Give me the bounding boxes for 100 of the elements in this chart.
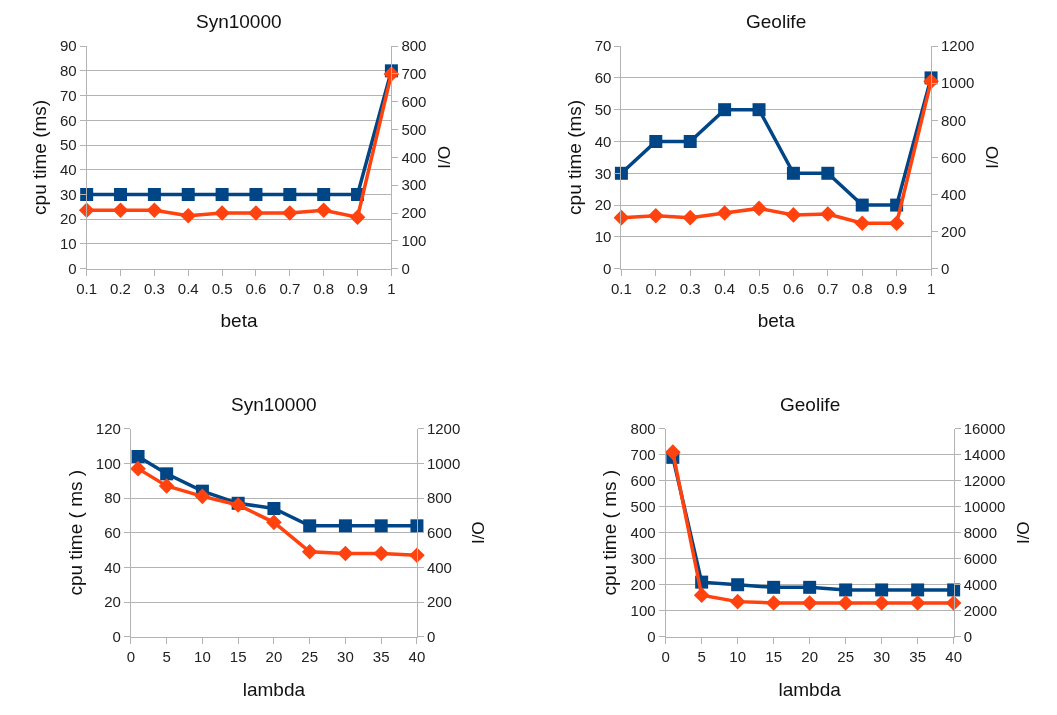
point xyxy=(765,595,782,611)
x-tick-label: 0.5 xyxy=(748,279,770,297)
x-tick-label: 0.3 xyxy=(143,279,165,297)
point xyxy=(158,478,175,494)
point xyxy=(214,205,230,221)
y-tick-label: 50 xyxy=(594,100,612,118)
point xyxy=(873,595,890,611)
point xyxy=(767,580,781,594)
x-axis-title: lambda xyxy=(778,678,842,700)
y2-tick-label: 400 xyxy=(401,148,427,166)
y2-tick-label: 16000 xyxy=(963,420,1006,438)
y2-tick-label: 10000 xyxy=(963,498,1006,516)
point xyxy=(160,467,174,481)
y-tick-label: 600 xyxy=(630,472,656,490)
y-tick-label: 20 xyxy=(59,210,77,228)
y2-tick-label: 0 xyxy=(426,627,436,645)
point xyxy=(374,519,388,533)
y-tick-label: 70 xyxy=(59,86,77,104)
point xyxy=(665,444,681,460)
x-tick-label: 15 xyxy=(229,647,247,665)
y2-tick-label: 1200 xyxy=(941,37,975,55)
x-tick-label: 40 xyxy=(945,647,962,665)
y-tick-label: 500 xyxy=(630,498,656,516)
x-tick-label: 30 xyxy=(873,647,890,665)
x-tick-label: 0.9 xyxy=(347,279,368,297)
x-tick-label: 0.6 xyxy=(245,279,267,297)
y-tick-label: 0 xyxy=(112,627,121,645)
point xyxy=(945,595,962,611)
point xyxy=(410,519,424,533)
y2-tick-label: 200 xyxy=(941,222,967,240)
y2-tick-label: 1000 xyxy=(941,74,975,92)
x-tick-label: 0.8 xyxy=(313,279,335,297)
y2-tick-label: 800 xyxy=(401,37,427,55)
x-tick-label: 15 xyxy=(765,647,782,665)
y2-tick-label: 4000 xyxy=(963,575,998,593)
point xyxy=(649,134,663,148)
y-tick-label: 80 xyxy=(59,62,77,80)
x-tick-label: 0.7 xyxy=(279,279,301,297)
y-tick-label: 100 xyxy=(95,454,121,472)
x-tick-label: 0.8 xyxy=(851,279,873,297)
y-tick-label: 60 xyxy=(594,69,612,87)
y-tick-label: 90 xyxy=(59,37,77,55)
point xyxy=(716,205,733,221)
x-tick-label: 0.7 xyxy=(817,279,839,297)
y2-axis-title: I/O xyxy=(1013,521,1033,545)
point xyxy=(282,205,298,221)
y-tick-label: 20 xyxy=(104,593,121,611)
point xyxy=(146,202,163,219)
x-axis-title: beta xyxy=(757,310,796,332)
chart-title: Geolife xyxy=(746,11,807,32)
point xyxy=(839,583,853,597)
point xyxy=(729,593,746,610)
point xyxy=(303,519,317,533)
point xyxy=(131,450,145,463)
y-tick-label: 0 xyxy=(603,259,612,277)
point xyxy=(821,166,835,180)
point xyxy=(130,460,146,477)
point xyxy=(693,587,710,603)
y-tick-label: 300 xyxy=(630,549,656,567)
y2-tick-label: 400 xyxy=(941,185,967,203)
y2-tick-label: 100 xyxy=(401,232,427,250)
point xyxy=(409,547,425,564)
y-tick-label: 40 xyxy=(104,558,121,576)
point xyxy=(248,205,264,221)
y-tick-label: 40 xyxy=(59,161,77,179)
y-tick-label: 700 xyxy=(630,446,656,464)
x-axis-title: lambda xyxy=(242,678,306,700)
point xyxy=(373,545,389,562)
y-tick-label: 0 xyxy=(647,627,656,645)
point xyxy=(803,580,817,594)
x-tick-label: 10 xyxy=(729,647,746,665)
y2-tick-label: 800 xyxy=(426,489,452,507)
x-tick-label: 1 xyxy=(387,279,396,297)
y-tick-label: 10 xyxy=(594,228,612,246)
point xyxy=(820,206,836,222)
x-tick-label: 10 xyxy=(194,647,211,665)
point xyxy=(718,103,732,117)
chart-title: Geolife xyxy=(780,394,841,415)
x-tick-label: 35 xyxy=(909,647,926,665)
x-tick-label: 1 xyxy=(926,279,936,297)
y2-tick-label: 700 xyxy=(401,65,427,83)
point xyxy=(301,544,318,560)
x-tick-label: 0 xyxy=(661,647,670,665)
x-tick-label: 0.2 xyxy=(110,279,131,297)
point xyxy=(801,595,818,611)
y2-tick-label: 0 xyxy=(963,627,972,645)
y-axis-title: cpu time (ms) xyxy=(563,99,585,215)
x-tick-label: 20 xyxy=(265,647,283,665)
point xyxy=(315,202,332,219)
x-tick-label: 5 xyxy=(697,647,706,665)
point xyxy=(682,209,699,226)
y-tick-label: 10 xyxy=(59,235,77,253)
y2-tick-label: 400 xyxy=(426,558,452,576)
y2-tick-label: 12000 xyxy=(963,472,1006,490)
y-axis-title: cpu time ( ms ) xyxy=(599,469,621,596)
point xyxy=(266,514,282,531)
x-tick-label: 0.5 xyxy=(211,279,233,297)
point xyxy=(337,545,354,562)
y-tick-label: 40 xyxy=(594,132,612,150)
point xyxy=(338,519,352,533)
